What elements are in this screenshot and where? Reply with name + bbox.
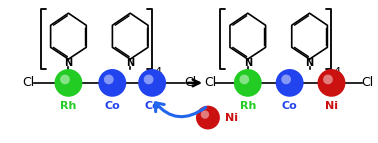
Circle shape: [318, 69, 345, 97]
Text: N: N: [126, 58, 134, 68]
Circle shape: [104, 75, 114, 84]
Text: 4: 4: [333, 67, 341, 77]
Circle shape: [144, 75, 153, 84]
Text: Cl: Cl: [361, 76, 373, 89]
Text: Ni: Ni: [225, 113, 238, 123]
Text: Rh: Rh: [60, 101, 77, 111]
Circle shape: [239, 75, 249, 84]
Text: N: N: [305, 58, 314, 68]
Circle shape: [196, 106, 220, 129]
Circle shape: [276, 69, 304, 97]
Circle shape: [234, 69, 262, 97]
Circle shape: [60, 75, 70, 84]
FancyArrowPatch shape: [155, 103, 206, 117]
Text: Co: Co: [282, 101, 297, 111]
Text: Cl: Cl: [204, 76, 216, 89]
Circle shape: [54, 69, 82, 97]
Text: 4: 4: [154, 67, 161, 77]
Text: Rh: Rh: [240, 101, 256, 111]
Text: Cl: Cl: [184, 76, 196, 89]
Text: Co: Co: [144, 101, 160, 111]
Circle shape: [201, 110, 209, 119]
Circle shape: [281, 75, 291, 84]
Text: N: N: [64, 58, 73, 68]
Circle shape: [138, 69, 166, 97]
Text: N: N: [244, 58, 252, 68]
Text: Co: Co: [104, 101, 120, 111]
Circle shape: [323, 75, 333, 84]
Circle shape: [98, 69, 126, 97]
Text: Cl: Cl: [22, 76, 35, 89]
Text: Ni: Ni: [325, 101, 338, 111]
